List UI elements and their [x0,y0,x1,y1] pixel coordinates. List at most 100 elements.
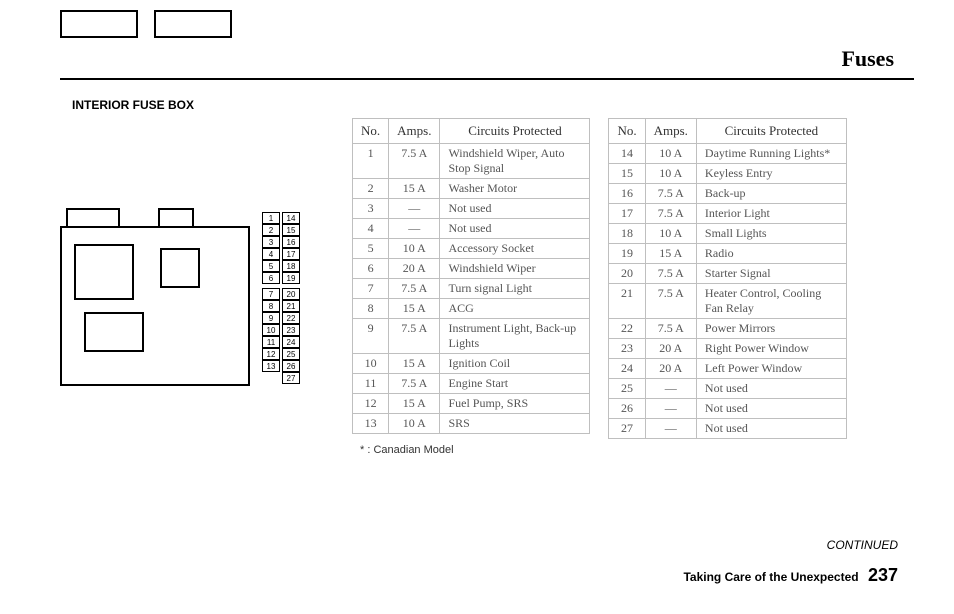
cell-amps: 15 A [389,394,440,414]
cell-no: 27 [609,419,645,439]
fuse-slot: 23 [282,324,300,336]
table-row: 1915 ARadio [609,244,846,264]
table-row: 27—Not used [609,419,846,439]
cell-circuit: Heater Control, Cooling Fan Relay [696,284,846,319]
col-no: No. [353,119,389,144]
cell-no: 5 [353,239,389,259]
cell-amps: 7.5 A [645,184,696,204]
page-footer: Taking Care of the Unexpected 237 [683,565,898,586]
fuse-slot: 18 [282,260,300,272]
fuse-slot: 14 [282,212,300,224]
cell-no: 19 [609,244,645,264]
fuse-slot: 1 [262,212,280,224]
cell-no: 4 [353,219,389,239]
table-row: 227.5 APower Mirrors [609,319,846,339]
cell-circuit: Windshield Wiper [440,259,590,279]
footnote-text: : Canadian Model [367,444,453,456]
cell-amps: 10 A [389,239,440,259]
cell-circuit: Daytime Running Lights* [696,144,846,164]
cell-no: 12 [353,394,389,414]
cell-no: 20 [609,264,645,284]
cell-amps: 20 A [389,259,440,279]
cell-no: 2 [353,179,389,199]
cell-no: 1 [353,144,389,179]
fuse-slot: 19 [282,272,300,284]
cell-amps: 7.5 A [389,319,440,354]
fuse-slot: 5 [262,260,280,272]
table-row: 177.5 AInterior Light [609,204,846,224]
content-area: 12345678910111213 1415161718192021222324… [60,118,914,456]
cell-no: 14 [609,144,645,164]
table-row: 207.5 AStarter Signal [609,264,846,284]
fuse-box-diagram: 12345678910111213 1415161718192021222324… [60,208,300,398]
section-label: INTERIOR FUSE BOX [72,98,914,112]
col-amps: Amps. [389,119,440,144]
table-row: 4—Not used [353,219,590,239]
col-no: No. [609,119,645,144]
cell-no: 25 [609,379,645,399]
cell-no: 13 [353,414,389,434]
table-row: 215 AWasher Motor [353,179,590,199]
table-row: 77.5 ATurn signal Light [353,279,590,299]
cell-circuit: Left Power Window [696,359,846,379]
table-row: 1310 ASRS [353,414,590,434]
cell-no: 17 [609,204,645,224]
table-row: 217.5 AHeater Control, Cooling Fan Relay [609,284,846,319]
cell-amps: 20 A [645,359,696,379]
table-row: 2420 ALeft Power Window [609,359,846,379]
fuse-slot: 10 [262,324,280,336]
table-row: 1410 ADaytime Running Lights* [609,144,846,164]
cell-no: 23 [609,339,645,359]
table-row: 1510 AKeyless Entry [609,164,846,184]
nav-box-2[interactable] [154,10,232,38]
diagram-column: 12345678910111213 1415161718192021222324… [60,118,340,398]
continued-label: CONTINUED [827,538,898,552]
cell-circuit: Accessory Socket [440,239,590,259]
cell-amps: 7.5 A [389,279,440,299]
fuse-slot: 12 [262,348,280,360]
cell-no: 16 [609,184,645,204]
cell-no: 26 [609,399,645,419]
table-row: 167.5 ABack-up [609,184,846,204]
fuse-slot: 3 [262,236,280,248]
cell-no: 22 [609,319,645,339]
cell-amps: 7.5 A [645,204,696,224]
cell-circuit: Radio [696,244,846,264]
cell-no: 8 [353,299,389,319]
cell-amps: 15 A [389,299,440,319]
cell-amps: 15 A [645,244,696,264]
fuse-slot: 21 [282,300,300,312]
cell-circuit: Fuel Pump, SRS [440,394,590,414]
cell-no: 21 [609,284,645,319]
cell-circuit: Interior Light [696,204,846,224]
tables-column: No. Amps. Circuits Protected 17.5 AWinds… [352,118,914,456]
fuse-slot: 9 [262,312,280,324]
table-row: 97.5 AInstrument Light, Back-up Lights [353,319,590,354]
cell-circuit: Keyless Entry [696,164,846,184]
footer-text: Taking Care of the Unexpected [683,570,858,584]
table-row: 117.5 AEngine Start [353,374,590,394]
cell-amps: 10 A [645,164,696,184]
fuse-slot: 24 [282,336,300,348]
table-row: 3—Not used [353,199,590,219]
cell-no: 11 [353,374,389,394]
fuse-slot: 25 [282,348,300,360]
fuse-slot: 16 [282,236,300,248]
cell-amps: 7.5 A [645,264,696,284]
fuse-slot: 2 [262,224,280,236]
nav-box-1[interactable] [60,10,138,38]
cell-circuit: Starter Signal [696,264,846,284]
fuse-slot: 4 [262,248,280,260]
title-rule [60,78,914,80]
cell-circuit: Washer Motor [440,179,590,199]
fuse-slot: 13 [262,360,280,372]
cell-circuit: Small Lights [696,224,846,244]
cell-no: 15 [609,164,645,184]
top-nav-boxes [60,10,914,38]
cell-amps: 15 A [389,354,440,374]
fuse-slot: 8 [262,300,280,312]
fuse-slot: 26 [282,360,300,372]
cell-amps: 10 A [645,144,696,164]
table-row: 815 AACG [353,299,590,319]
cell-circuit: Ignition Coil [440,354,590,374]
